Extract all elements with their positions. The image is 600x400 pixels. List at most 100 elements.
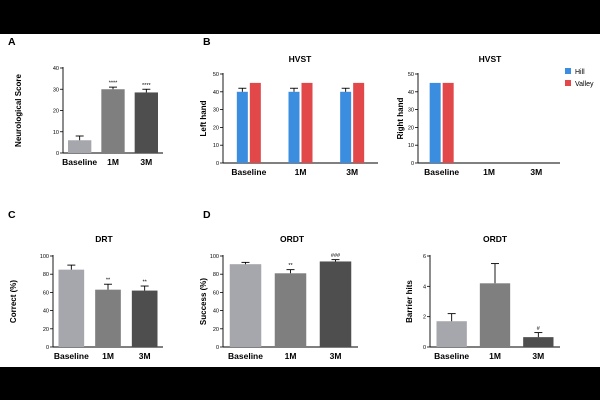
panel-label-b: B xyxy=(203,36,211,48)
significance-label: **** xyxy=(142,83,151,89)
bar-1m xyxy=(95,289,121,347)
bar-3m xyxy=(319,261,352,347)
y-tick-label: 40 xyxy=(53,66,59,72)
chart-hvst-right-hand: HVST 0 10 20 30 40 50 Right hand Baseline 1M 3M xyxy=(396,54,560,177)
y-tick-label: 0 xyxy=(216,345,219,351)
y-tick-label: 0 xyxy=(423,345,426,351)
y-tick-label: 20 xyxy=(408,125,414,131)
bar-baseline xyxy=(58,269,85,347)
bar-1m xyxy=(274,273,307,347)
y-tick-label: 80 xyxy=(213,272,219,278)
x-tick-label: 3M xyxy=(330,351,342,361)
x-tick-label: 3M xyxy=(139,351,151,361)
x-tick-label: Baseline xyxy=(434,351,469,361)
bar-1m xyxy=(101,89,125,153)
legend: Hill Valley xyxy=(565,68,594,88)
bar-baseline xyxy=(68,140,92,153)
legend-label-valley: Valley xyxy=(575,81,594,88)
bar-valley-3m xyxy=(353,82,365,163)
y-tick-label: 20 xyxy=(53,109,59,115)
panel-label-a: A xyxy=(8,36,16,48)
significance-label: ### xyxy=(331,253,341,259)
y-tick-label: 40 xyxy=(213,309,219,315)
significance-label: ** xyxy=(288,263,293,269)
x-tick-label: 1M xyxy=(102,351,114,361)
y-axis-label: Right hand xyxy=(396,98,405,140)
x-tick-label: Baseline xyxy=(62,157,97,167)
chart-hvst-left-hand: HVST 0 10 20 30 40 50 Left hand Baseline 1M 3M xyxy=(199,54,378,177)
x-tick-label: 3M xyxy=(346,167,358,177)
y-tick-label: 2 xyxy=(423,315,426,321)
chart-title: DRT xyxy=(95,234,113,244)
bar-3m xyxy=(523,337,554,347)
y-tick-label: 0 xyxy=(46,345,49,351)
y-tick-label: 100 xyxy=(210,254,219,260)
legend-swatch-hill xyxy=(565,68,571,74)
y-tick-label: 40 xyxy=(213,90,219,96)
y-tick-label: 20 xyxy=(213,125,219,131)
y-axis-label: Success (%) xyxy=(199,278,208,325)
chart-title: ORDT xyxy=(280,234,305,244)
y-tick-label: 0 xyxy=(216,161,219,167)
significance-label: # xyxy=(537,326,541,332)
legend-label-hill: Hill xyxy=(575,69,585,76)
y-tick-label: 0 xyxy=(411,161,414,167)
x-tick-label: Baseline xyxy=(424,167,459,177)
y-axis-label: Left hand xyxy=(199,100,208,136)
x-tick-label: Baseline xyxy=(228,351,263,361)
x-tick-label: Baseline xyxy=(231,167,266,177)
y-tick-label: 10 xyxy=(213,143,219,149)
x-tick-label: 1M xyxy=(483,167,495,177)
y-tick-label: 40 xyxy=(408,90,414,96)
bar-1m xyxy=(479,283,511,347)
bar-baseline xyxy=(229,264,262,347)
y-tick-label: 0 xyxy=(56,151,59,157)
figure-canvas: A B C D Hill Valley 010203040Neurologica… xyxy=(8,36,594,361)
chart-drt-correct: DRT 0 20 40 60 80 100 Correct (%) Baseline 1M ** 3M… xyxy=(9,234,163,361)
x-tick-label: Baseline xyxy=(54,351,89,361)
y-axis-label: Barrier hits xyxy=(405,280,414,323)
figure: A B C D Hill Valley 0 10 20 30 40 Neurologica… xyxy=(0,34,600,367)
y-tick-label: 4 xyxy=(423,284,426,290)
bar-hill-3m xyxy=(340,91,352,163)
y-tick-label: 80 xyxy=(43,272,49,278)
y-tick-label: 10 xyxy=(408,143,414,149)
y-tick-label: 60 xyxy=(43,290,49,296)
y-tick-label: 30 xyxy=(213,108,219,114)
y-tick-label: 60 xyxy=(213,290,219,296)
y-tick-label: 10 xyxy=(53,130,59,136)
bar-hill-baseline xyxy=(429,82,441,163)
legend-swatch-valley xyxy=(565,80,571,86)
chart-ordt-barrier-hits: ORDT 0 2 4 6 Barrier hits Baseline 1M 3M # xyxy=(405,234,560,361)
y-tick-label: 50 xyxy=(213,72,219,78)
y-tick-label: 50 xyxy=(408,72,414,78)
significance-label: **** xyxy=(109,81,118,87)
chart-title: ORDT xyxy=(483,234,508,244)
panel-label-d: D xyxy=(203,209,211,221)
y-tick-label: 20 xyxy=(43,327,49,333)
chart-ordt-success: ORDT 0 20 40 60 80 100 Success (%) Baseline 1M ** 3… xyxy=(199,234,358,361)
bar-hill-baseline xyxy=(236,91,248,163)
y-tick-label: 30 xyxy=(53,87,59,93)
x-tick-label: 1M xyxy=(107,157,119,167)
x-tick-label: 3M xyxy=(530,167,542,177)
x-tick-label: 1M xyxy=(295,167,307,177)
chart-title: HVST xyxy=(479,54,502,64)
bar-valley-baseline xyxy=(442,82,454,163)
bar-hill-1m xyxy=(288,91,300,163)
bar-valley-baseline xyxy=(249,82,261,163)
x-tick-label: 3M xyxy=(532,351,544,361)
chart-title: HVST xyxy=(289,54,312,64)
y-axis-label: Correct (%) xyxy=(9,280,18,323)
x-tick-label: 1M xyxy=(489,351,501,361)
significance-label: ** xyxy=(143,280,148,286)
significance-label: ** xyxy=(106,278,111,284)
chart-neurological-score: 0 10 20 30 40 Neurological Score Baseline 1M ***… xyxy=(14,66,163,167)
y-axis-label: Neurological Score xyxy=(14,74,23,147)
x-tick-label: 1M xyxy=(285,351,297,361)
bar-3m xyxy=(134,92,158,153)
y-tick-label: 100 xyxy=(40,254,49,260)
x-tick-label: 3M xyxy=(140,157,152,167)
y-tick-label: 20 xyxy=(213,327,219,333)
y-tick-label: 30 xyxy=(408,108,414,114)
